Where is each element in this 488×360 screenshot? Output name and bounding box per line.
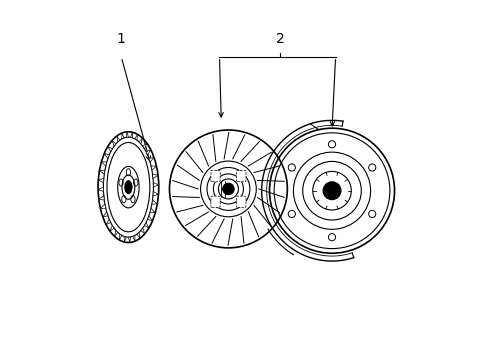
Ellipse shape xyxy=(124,181,132,194)
Polygon shape xyxy=(152,174,158,179)
Polygon shape xyxy=(104,153,109,158)
Polygon shape xyxy=(153,183,159,187)
Polygon shape xyxy=(153,192,158,196)
Polygon shape xyxy=(128,237,130,243)
Polygon shape xyxy=(130,132,132,138)
Circle shape xyxy=(222,183,234,195)
Polygon shape xyxy=(146,150,150,155)
Polygon shape xyxy=(122,133,124,139)
Polygon shape xyxy=(98,187,103,192)
Polygon shape xyxy=(110,225,114,231)
Polygon shape xyxy=(112,140,116,146)
Polygon shape xyxy=(99,196,104,200)
Polygon shape xyxy=(150,208,155,213)
Polygon shape xyxy=(100,204,105,208)
Polygon shape xyxy=(135,134,137,140)
Text: 1: 1 xyxy=(117,32,125,46)
Polygon shape xyxy=(139,138,142,144)
Polygon shape xyxy=(119,234,122,240)
Polygon shape xyxy=(108,146,112,152)
Circle shape xyxy=(323,182,340,200)
FancyBboxPatch shape xyxy=(210,170,220,182)
Text: 2: 2 xyxy=(275,32,284,46)
Polygon shape xyxy=(117,136,120,142)
Polygon shape xyxy=(114,230,118,236)
Polygon shape xyxy=(126,132,128,137)
Polygon shape xyxy=(144,222,149,228)
Polygon shape xyxy=(137,233,140,238)
Polygon shape xyxy=(102,212,108,217)
Polygon shape xyxy=(99,170,105,174)
Polygon shape xyxy=(148,157,154,162)
FancyBboxPatch shape xyxy=(210,196,220,207)
Polygon shape xyxy=(132,235,135,241)
FancyBboxPatch shape xyxy=(236,170,245,182)
Polygon shape xyxy=(98,179,103,183)
Polygon shape xyxy=(102,162,106,166)
FancyBboxPatch shape xyxy=(236,196,245,207)
Polygon shape xyxy=(147,216,152,221)
Polygon shape xyxy=(124,237,126,242)
Polygon shape xyxy=(152,200,157,204)
Polygon shape xyxy=(106,219,110,225)
Polygon shape xyxy=(141,228,144,234)
Polygon shape xyxy=(151,166,156,170)
Polygon shape xyxy=(142,143,146,149)
